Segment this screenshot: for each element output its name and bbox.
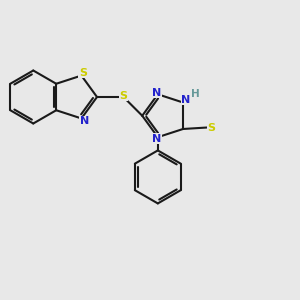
Text: N: N (152, 134, 161, 144)
Text: N: N (152, 88, 161, 98)
Text: N: N (181, 94, 190, 104)
Text: S: S (207, 122, 215, 133)
Text: N: N (80, 116, 89, 126)
Text: H: H (191, 89, 200, 99)
Text: S: S (79, 68, 87, 78)
Text: S: S (119, 91, 128, 100)
